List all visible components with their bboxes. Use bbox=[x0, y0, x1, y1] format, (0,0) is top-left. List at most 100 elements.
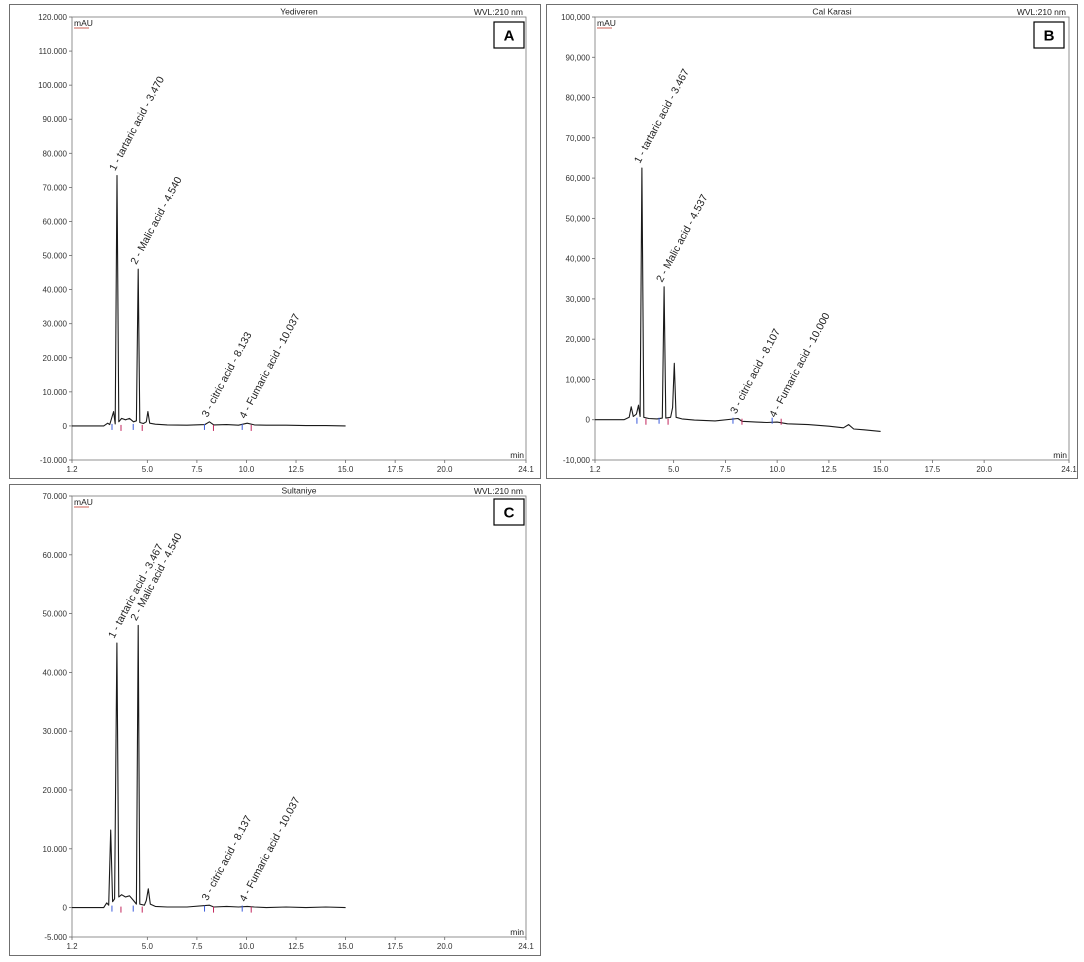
panel-letter-b: B bbox=[1044, 28, 1055, 45]
plot-area-frame bbox=[71, 16, 527, 461]
y-tick-label: 40.000 bbox=[43, 668, 68, 677]
plot-area-frame bbox=[71, 495, 527, 938]
x-tick-label: 10.0 bbox=[239, 942, 255, 951]
chart-c-svg: Sultaniye WVL:210 nm mAU min 70.000 60.000 50.… bbox=[43, 486, 535, 952]
y-tick-label: 10.000 bbox=[43, 388, 68, 397]
y-tick-label: 90.000 bbox=[43, 115, 68, 124]
y-tick-label: 60.000 bbox=[43, 217, 68, 226]
chromatogram-panel-a: Yediveren WVL:210 nm mAU min 120.000 110.000 1… bbox=[9, 4, 541, 479]
y-tick-label: 70,000 bbox=[566, 134, 591, 143]
chromatogram-trace bbox=[72, 624, 346, 909]
chart-b-svg: Cal Karasi WVL:210 nm mAU min 100,000 90,000 8… bbox=[561, 7, 1077, 475]
y-axis-unit-label: mAU bbox=[597, 18, 616, 28]
y-tick-label: 20,000 bbox=[566, 335, 591, 344]
x-tick-label: 1.2 bbox=[589, 465, 601, 474]
y-tick-label: 60.000 bbox=[43, 551, 68, 560]
wavelength-label: WVL:210 nm bbox=[474, 486, 523, 496]
y-tick-label: 70.000 bbox=[43, 183, 68, 192]
chromatogram-trace bbox=[72, 174, 346, 427]
x-tick-label: 12.5 bbox=[821, 465, 837, 474]
x-tick-label: 20.0 bbox=[976, 465, 992, 474]
y-tick-label: 50.000 bbox=[43, 252, 68, 261]
peak-label: 1 - tartaric acid - 3.470 bbox=[107, 74, 167, 173]
chart-title: Sultaniye bbox=[282, 486, 317, 496]
chromatogram-panel-c: Sultaniye WVL:210 nm mAU min 70.000 60.000 50.… bbox=[9, 484, 541, 956]
y-tick-label: 110.000 bbox=[39, 47, 68, 56]
x-tick-label: 20.0 bbox=[437, 465, 453, 474]
x-tick-label: 5.0 bbox=[142, 465, 154, 474]
peak-label: 2 - Malic acid - 4.537 bbox=[654, 192, 710, 284]
y-tick-label: 80,000 bbox=[566, 94, 591, 103]
y-tick-label: 80.000 bbox=[43, 149, 68, 158]
y-tick-label: 0 bbox=[63, 422, 68, 431]
y-tick-label: 10.000 bbox=[43, 845, 68, 854]
y-tick-label: 30.000 bbox=[43, 320, 68, 329]
y-tick-label: 0 bbox=[586, 416, 591, 425]
x-tick-label: 15.0 bbox=[873, 465, 889, 474]
chromatogram-panel-b: Cal Karasi WVL:210 nm mAU min 100,000 90,000 8… bbox=[546, 4, 1078, 479]
x-tick-label: 12.5 bbox=[288, 942, 304, 951]
x-tick-label: 17.5 bbox=[387, 942, 403, 951]
peak-label: 4 - Fumaric acid - 10.000 bbox=[767, 311, 832, 420]
peak-label: 4 - Fumaric acid - 10.037 bbox=[237, 795, 302, 904]
peak-label: 4 - Fumaric acid - 10.037 bbox=[237, 312, 302, 421]
x-tick-label: 24.1 bbox=[518, 942, 534, 951]
y-tick-label: 100.000 bbox=[38, 81, 67, 90]
y-tick-label: 70.000 bbox=[43, 492, 68, 501]
panel-letter-box bbox=[493, 21, 525, 49]
x-tick-label: 15.0 bbox=[338, 465, 354, 474]
x-tick-label: 7.5 bbox=[191, 942, 203, 951]
y-tick-label: 10,000 bbox=[566, 375, 591, 384]
panel-letter-a: A bbox=[504, 28, 515, 45]
y-tick-label: 120.000 bbox=[38, 13, 67, 22]
y-tick-label: -10,000 bbox=[563, 456, 591, 465]
panel-letter-box bbox=[1033, 21, 1065, 49]
chromatogram-trace bbox=[595, 167, 881, 432]
y-tick-label: -10.000 bbox=[40, 456, 68, 465]
y-tick-label: 20.000 bbox=[43, 354, 68, 363]
wavelength-label: WVL:210 nm bbox=[474, 7, 523, 17]
x-tick-label: 1.2 bbox=[66, 465, 78, 474]
x-tick-label: 17.5 bbox=[925, 465, 941, 474]
y-tick-label: 90,000 bbox=[566, 53, 591, 62]
x-tick-label: 20.0 bbox=[437, 942, 453, 951]
x-tick-label: 7.5 bbox=[720, 465, 732, 474]
x-tick-label: 15.0 bbox=[338, 942, 354, 951]
x-tick-label: 24.1 bbox=[1061, 465, 1077, 474]
peak-label: 1 - tartaric acid - 3.467 bbox=[106, 542, 166, 641]
y-axis-unit-label: mAU bbox=[74, 497, 93, 507]
plot-area-frame bbox=[594, 16, 1070, 461]
y-tick-label: 40,000 bbox=[566, 255, 591, 264]
x-tick-label: 5.0 bbox=[142, 942, 154, 951]
x-tick-label: 17.5 bbox=[387, 465, 403, 474]
x-tick-label: 24.1 bbox=[518, 465, 534, 474]
x-tick-label: 10.0 bbox=[239, 465, 255, 474]
x-tick-label: 7.5 bbox=[191, 465, 203, 474]
x-axis-unit-label: min bbox=[1053, 450, 1067, 460]
chart-title: Cal Karasi bbox=[812, 7, 851, 17]
y-tick-label: 30.000 bbox=[43, 727, 68, 736]
x-axis-unit-label: min bbox=[510, 450, 524, 460]
panel-letter-box bbox=[493, 498, 525, 526]
x-tick-label: 12.5 bbox=[288, 465, 304, 474]
y-tick-label: -5.000 bbox=[44, 933, 67, 942]
y-tick-label: 60,000 bbox=[566, 174, 591, 183]
peak-label: 2 - Malic acid - 4.540 bbox=[128, 175, 184, 267]
y-tick-label: 0 bbox=[63, 904, 68, 913]
x-tick-label: 10.0 bbox=[769, 465, 785, 474]
chart-a-svg: Yediveren WVL:210 nm mAU min 120.000 110.000 1… bbox=[38, 7, 534, 475]
x-axis-unit-label: min bbox=[510, 927, 524, 937]
x-tick-label: 1.2 bbox=[66, 942, 78, 951]
peak-label: 1 - tartaric acid - 3.467 bbox=[632, 67, 692, 166]
y-tick-label: 100,000 bbox=[561, 13, 590, 22]
y-tick-label: 30,000 bbox=[566, 295, 591, 304]
y-tick-label: 50.000 bbox=[43, 610, 68, 619]
panel-letter-c: C bbox=[504, 505, 515, 522]
y-axis-unit-label: mAU bbox=[74, 18, 93, 28]
y-tick-label: 40.000 bbox=[43, 286, 68, 295]
wavelength-label: WVL:210 nm bbox=[1017, 7, 1066, 17]
x-tick-label: 5.0 bbox=[668, 465, 680, 474]
y-tick-label: 50,000 bbox=[566, 214, 591, 223]
y-tick-label: 20.000 bbox=[43, 786, 68, 795]
chart-title: Yediveren bbox=[280, 7, 318, 17]
